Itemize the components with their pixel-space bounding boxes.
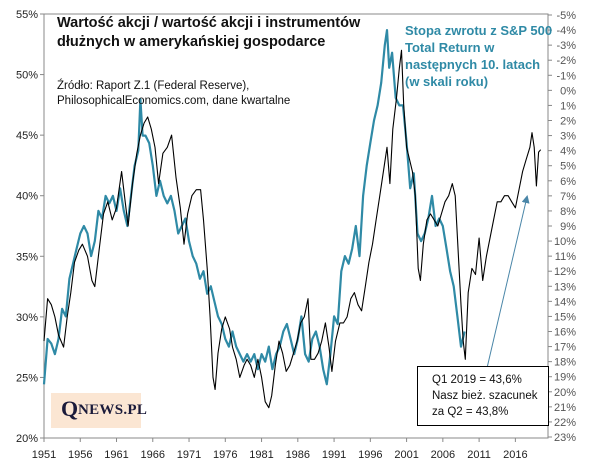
- left-tick-label: 20%: [16, 433, 38, 445]
- right-tick-label: 5%: [560, 161, 576, 173]
- estimate-note-box: Q1 2019 = 43,6% Nasz bież. szacunek za Q…: [417, 366, 549, 426]
- left-tick-label: 25%: [16, 372, 38, 384]
- x-tick-label: 1986: [286, 449, 310, 461]
- right-tick-label: 3%: [560, 131, 576, 143]
- x-tick-label: 2016: [503, 449, 527, 461]
- source-line-1: Źródło: Raport Z.1 (Federal Reserve),: [57, 80, 250, 92]
- left-tick-label: 50%: [16, 70, 38, 82]
- right-tick-label: -5%: [556, 10, 576, 22]
- right-tick-label: 10%: [554, 236, 576, 248]
- x-tick-label: 1961: [104, 449, 128, 461]
- right-tick-label: 4%: [560, 146, 576, 158]
- left-tick-label: 35%: [16, 251, 38, 263]
- x-tick-label: 1971: [177, 449, 201, 461]
- x-tick-label: 1981: [249, 449, 273, 461]
- x-tick-label: 1996: [358, 449, 382, 461]
- x-tick-label: 2001: [394, 449, 418, 461]
- logo-letter: Q: [61, 396, 79, 421]
- right-tick-label: -2%: [556, 55, 576, 67]
- right-tick-label: 13%: [554, 281, 576, 293]
- right-tick-label: -3%: [556, 40, 576, 52]
- left-tick-label: 30%: [16, 312, 38, 324]
- right-tick-label: 18%: [554, 357, 576, 369]
- note-line-1: Q1 2019 = 43,6%: [432, 374, 522, 386]
- x-tick-label: 2011: [467, 449, 491, 461]
- right-tick-label: 17%: [554, 342, 576, 354]
- axes: 20% 25% 30% 35% 40% 45% 50% 55% -5% -4% -3% -2% -1% 0…: [16, 9, 576, 461]
- left-tick-label: 55%: [16, 9, 38, 21]
- right-tick-label: 1%: [560, 100, 576, 112]
- source-line-2: PhilosophicalEconomics.com, dane kwartal…: [57, 95, 291, 107]
- right-tick-label: 15%: [554, 311, 576, 323]
- x-tick-label: 2006: [431, 449, 455, 461]
- annotation-arrow: [486, 195, 530, 369]
- left-tick-label: 45%: [16, 130, 38, 142]
- right-tick-label: 0%: [560, 85, 576, 97]
- right-axis-title: Stopa zwrotu z S&P 500 Total Return w na…: [405, 23, 553, 89]
- right-tick-label: 8%: [560, 206, 576, 218]
- sp500-return-line: [42, 29, 466, 386]
- x-tick-label: 1966: [141, 449, 165, 461]
- right-tick-label: 14%: [554, 296, 576, 308]
- x-tick-label: 1956: [68, 449, 92, 461]
- right-tick-label: 7%: [560, 191, 576, 203]
- series-group: [42, 29, 542, 409]
- x-tick-label: 1976: [213, 449, 237, 461]
- note-line-3: za Q2 = 43,8%: [432, 406, 509, 418]
- right-tick-label: 9%: [560, 221, 576, 233]
- arrow-line: [486, 195, 530, 369]
- right-tick-label: 23%: [554, 432, 576, 444]
- logo-text: NEWS.PL: [78, 402, 148, 418]
- right-tick-label: 6%: [560, 176, 576, 188]
- x-tick-label: 1951: [32, 449, 56, 461]
- right-tick-label: 22%: [554, 417, 576, 429]
- left-tick-label: 40%: [16, 191, 38, 203]
- x-tick-label: 1991: [322, 449, 346, 461]
- note-line-2: Nasz bież. szacunek: [432, 390, 538, 402]
- right-tick-label: -4%: [556, 25, 576, 37]
- qnews-logo: Q NEWS.PL: [51, 393, 147, 428]
- chart-title: Wartość akcji / wartość akcji i instrume…: [57, 15, 361, 50]
- equity-share-line: [43, 49, 542, 409]
- right-tick-label: 16%: [554, 327, 576, 339]
- right-tick-label: 12%: [554, 266, 576, 278]
- right-tick-label: 19%: [554, 372, 576, 384]
- chart-source: Źródło: Raport Z.1 (Federal Reserve), Ph…: [57, 79, 357, 109]
- right-tick-label: -1%: [556, 70, 576, 82]
- right-tick-label: 21%: [554, 402, 576, 414]
- right-tick-label: 11%: [555, 251, 576, 263]
- right-tick-label: 2%: [560, 116, 576, 128]
- right-tick-label: 20%: [554, 387, 576, 399]
